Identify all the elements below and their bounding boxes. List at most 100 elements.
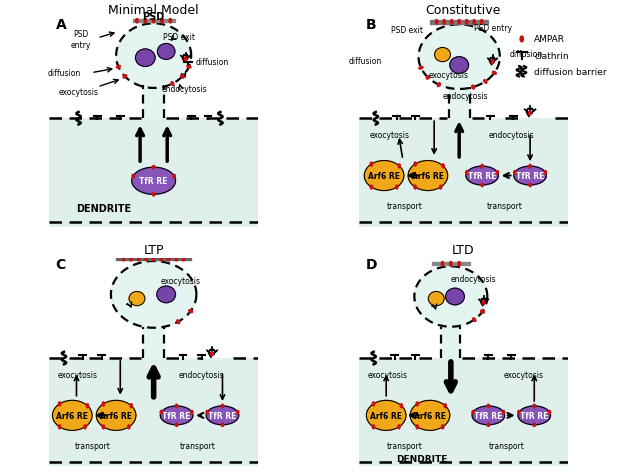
Ellipse shape: [450, 20, 453, 25]
Ellipse shape: [176, 320, 180, 324]
Ellipse shape: [144, 19, 147, 24]
Text: Arf6 RE: Arf6 RE: [368, 172, 400, 181]
Ellipse shape: [518, 406, 550, 425]
Text: diffusion: diffusion: [196, 58, 229, 67]
Text: transport: transport: [487, 202, 523, 211]
Ellipse shape: [128, 425, 130, 429]
Ellipse shape: [408, 161, 448, 191]
Ellipse shape: [443, 20, 445, 25]
Ellipse shape: [86, 404, 89, 408]
Ellipse shape: [187, 66, 191, 69]
Ellipse shape: [481, 310, 484, 314]
FancyBboxPatch shape: [359, 358, 568, 466]
Ellipse shape: [481, 184, 483, 187]
Ellipse shape: [481, 20, 483, 25]
Ellipse shape: [372, 425, 375, 429]
Ellipse shape: [167, 257, 170, 261]
Ellipse shape: [370, 186, 373, 189]
Ellipse shape: [533, 404, 536, 408]
Ellipse shape: [549, 410, 551, 414]
Ellipse shape: [458, 262, 460, 267]
Text: diffusion: diffusion: [349, 57, 382, 66]
Ellipse shape: [416, 425, 418, 429]
Ellipse shape: [487, 404, 489, 408]
Ellipse shape: [132, 175, 135, 178]
Ellipse shape: [398, 165, 400, 169]
Ellipse shape: [169, 19, 172, 24]
Ellipse shape: [472, 410, 474, 414]
Text: transport: transport: [489, 441, 525, 450]
Ellipse shape: [173, 175, 175, 178]
Ellipse shape: [181, 76, 184, 79]
Ellipse shape: [518, 410, 520, 414]
Ellipse shape: [59, 425, 60, 429]
Ellipse shape: [426, 77, 430, 80]
Ellipse shape: [428, 292, 444, 306]
Text: transport: transport: [75, 441, 111, 450]
Text: clathrin: clathrin: [534, 52, 569, 61]
Ellipse shape: [484, 80, 487, 84]
Ellipse shape: [473, 318, 476, 322]
Bar: [441, 327, 460, 358]
Ellipse shape: [466, 167, 499, 186]
Ellipse shape: [364, 161, 404, 191]
Ellipse shape: [529, 165, 531, 169]
Text: endocytosis: endocytosis: [162, 85, 208, 94]
Text: Arf6 RE: Arf6 RE: [414, 411, 446, 420]
Bar: [430, 21, 489, 24]
Text: PSD: PSD: [143, 12, 165, 22]
Ellipse shape: [175, 404, 178, 408]
Ellipse shape: [122, 257, 125, 261]
Ellipse shape: [502, 410, 505, 414]
Ellipse shape: [419, 67, 423, 70]
Text: Arf6 RE: Arf6 RE: [56, 411, 88, 420]
Ellipse shape: [222, 423, 223, 426]
Ellipse shape: [160, 410, 162, 414]
Ellipse shape: [466, 171, 468, 175]
Bar: [133, 20, 175, 23]
Ellipse shape: [487, 423, 489, 426]
Text: exocytosis: exocytosis: [429, 71, 469, 79]
Ellipse shape: [210, 352, 213, 356]
Text: PSD exit: PSD exit: [163, 33, 195, 42]
Ellipse shape: [450, 58, 468, 74]
FancyBboxPatch shape: [359, 119, 568, 227]
Text: LTP: LTP: [143, 244, 164, 257]
Ellipse shape: [191, 410, 193, 414]
Ellipse shape: [102, 425, 104, 429]
Text: endocytosis: endocytosis: [442, 91, 488, 100]
Ellipse shape: [496, 171, 499, 175]
FancyBboxPatch shape: [49, 358, 258, 466]
Text: TfR RE: TfR RE: [139, 177, 168, 186]
Text: transport: transport: [387, 441, 423, 450]
Text: PSD
entry: PSD entry: [70, 30, 91, 50]
Text: endocytosis: endocytosis: [451, 275, 497, 284]
Ellipse shape: [129, 292, 145, 306]
Ellipse shape: [206, 406, 239, 425]
Ellipse shape: [152, 193, 155, 197]
Ellipse shape: [418, 25, 500, 90]
Ellipse shape: [514, 171, 516, 175]
Text: Arf6 RE: Arf6 RE: [370, 411, 402, 420]
Ellipse shape: [138, 257, 140, 261]
Ellipse shape: [492, 72, 496, 75]
Text: transport: transport: [180, 441, 215, 450]
Ellipse shape: [416, 402, 418, 406]
Ellipse shape: [472, 406, 505, 425]
Ellipse shape: [400, 404, 402, 408]
Ellipse shape: [157, 287, 176, 303]
Ellipse shape: [145, 257, 147, 261]
Ellipse shape: [102, 402, 104, 406]
Text: diffusion barrier: diffusion barrier: [534, 68, 607, 77]
Ellipse shape: [458, 20, 460, 25]
Ellipse shape: [84, 425, 86, 429]
Ellipse shape: [160, 257, 162, 261]
Ellipse shape: [161, 19, 164, 24]
Ellipse shape: [370, 163, 373, 167]
Ellipse shape: [444, 404, 446, 408]
Ellipse shape: [111, 261, 196, 328]
Text: LTD: LTD: [452, 244, 474, 257]
Ellipse shape: [544, 171, 547, 175]
Text: PSD exit: PSD exit: [391, 26, 423, 35]
Ellipse shape: [96, 400, 136, 430]
